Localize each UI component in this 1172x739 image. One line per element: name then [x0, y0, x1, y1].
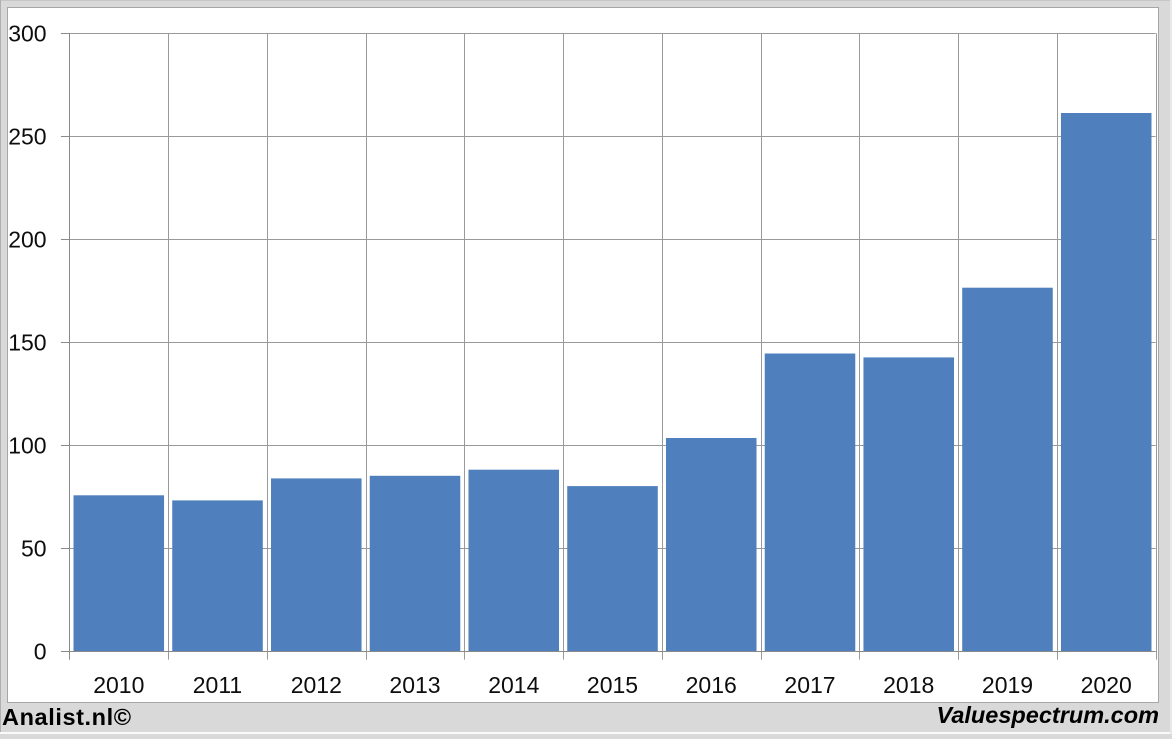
- svg-text:2011: 2011: [193, 672, 242, 698]
- svg-text:200: 200: [8, 227, 46, 253]
- svg-text:300: 300: [8, 21, 46, 47]
- svg-text:50: 50: [21, 535, 47, 561]
- svg-text:0: 0: [34, 638, 47, 664]
- svg-text:2010: 2010: [93, 672, 144, 698]
- svg-text:250: 250: [8, 124, 46, 150]
- svg-text:2020: 2020: [1081, 672, 1132, 698]
- svg-text:2016: 2016: [686, 672, 737, 698]
- svg-text:Valuespectrum.com: Valuespectrum.com: [937, 702, 1159, 728]
- svg-text:2013: 2013: [389, 672, 440, 698]
- svg-text:150: 150: [8, 330, 46, 356]
- svg-text:100: 100: [8, 432, 46, 458]
- svg-text:2019: 2019: [982, 672, 1033, 698]
- svg-text:2017: 2017: [784, 672, 835, 698]
- svg-text:Analist.nl©: Analist.nl©: [2, 704, 132, 730]
- svg-text:2018: 2018: [883, 672, 934, 698]
- svg-text:2014: 2014: [488, 672, 539, 698]
- svg-text:2012: 2012: [291, 672, 342, 698]
- svg-text:2015: 2015: [587, 672, 638, 698]
